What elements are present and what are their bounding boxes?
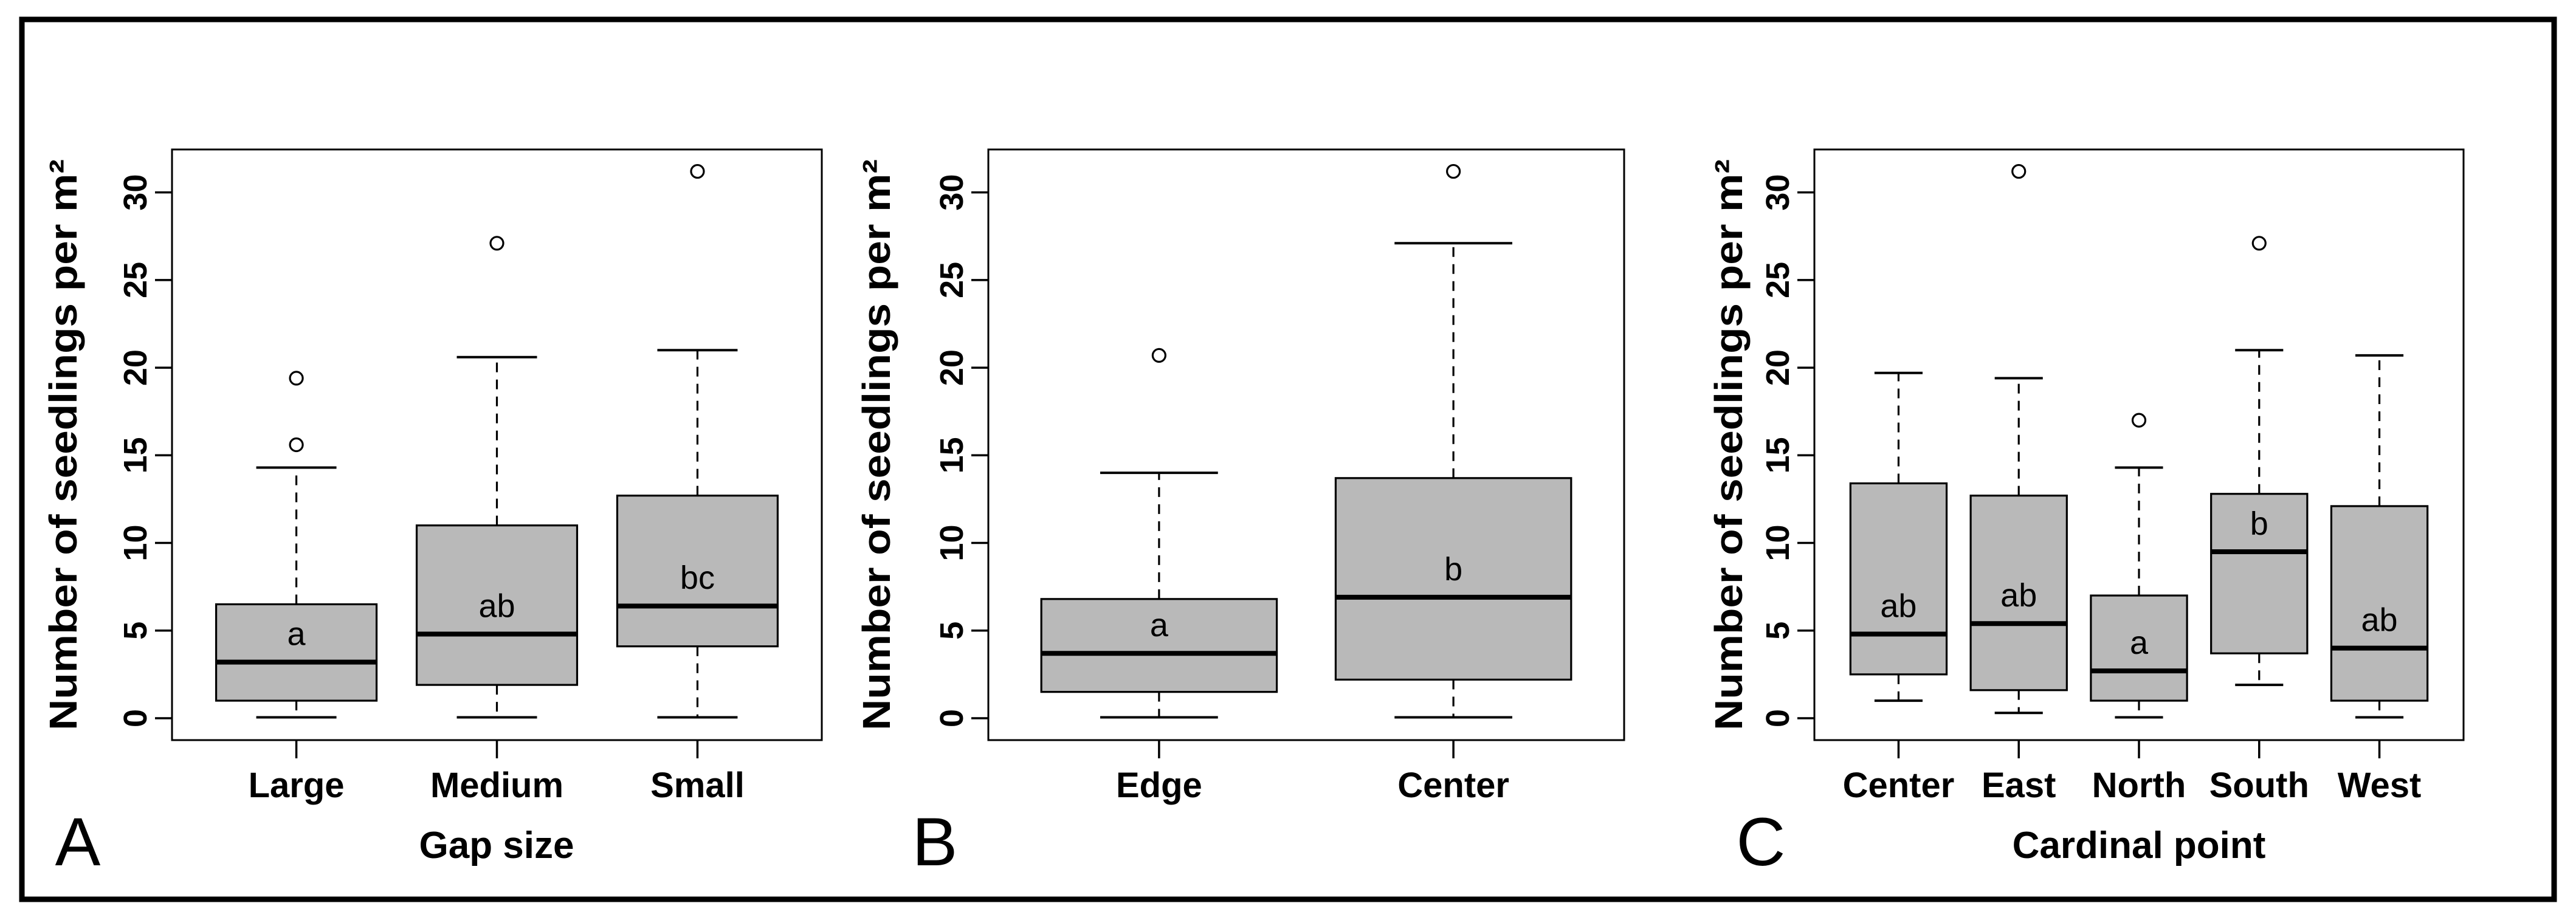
y-tick-label: 25 [117,262,154,298]
x-category-label: South [2209,766,2309,805]
y-tick-label: 20 [117,349,154,386]
panel-a: Number of seedlings per m² Gap size A 0 5… [41,148,823,880]
panel-letter: A [55,804,101,880]
y-tick-label: 10 [934,524,970,561]
iqr-box [2090,594,2188,702]
iqr-box [215,603,378,702]
iqr-box [616,495,779,648]
box-group-west: ab [2330,354,2429,719]
y-tick-label: 5 [117,622,154,640]
y-tick-label: 15 [117,437,154,473]
significance-letter: a [1150,607,1169,643]
figure-frame [19,16,2557,902]
iqr-box [2330,505,2429,702]
significance-letter: ab [1880,588,1917,624]
iqr-box [2210,493,2309,654]
outlier-point [289,371,304,386]
y-tick-label: 25 [934,262,970,298]
y-tick-label: 10 [1760,524,1796,561]
iqr-box [415,524,579,686]
significance-letter: bc [680,560,715,596]
y-tick-label: 25 [1760,262,1796,298]
y-tick-label: 5 [934,622,970,640]
box-group-south: b [2210,236,2309,687]
significance-letter: b [1444,551,1462,588]
panel-c: Number of seedlings per m² Cardinal poin… [1707,148,2465,880]
box-group-small: bc [616,163,779,719]
x-category-label: Center [1397,766,1509,805]
y-axis-title: Number of seedlings per m² [855,159,898,730]
panel-b: Number of seedlings per m² B 0 5 10 15 20 25 3… [855,148,1625,880]
significance-letter: ab [478,588,515,624]
panel-letter: B [912,804,958,880]
box-group-large: a [215,371,378,719]
x-category-label: Edge [1116,766,1202,805]
x-category-label: Large [249,766,345,805]
y-tick-label: 20 [934,349,970,386]
panel-letter: C [1737,804,1786,880]
significance-letter: b [2250,506,2268,542]
outlier-point [1446,163,1461,179]
x-category-label: Small [650,766,745,805]
box-group-center: b [1334,163,1572,719]
plot-area: 0 5 10 15 20 25 30 Edge a Center b [934,148,1625,805]
outlier-point [690,163,705,179]
iqr-box [1849,482,1948,676]
y-tick-label: 30 [117,174,154,211]
box-group-north: a [2090,413,2188,719]
outlier-point [2131,413,2147,428]
x-axis-title: Gap size [419,825,574,866]
box-group-east: ab [1969,163,2068,715]
iqr-box [1040,598,1278,693]
x-axis-title: Cardinal point [2013,825,2266,866]
y-axis-title: Number of seedlings per m² [41,159,85,730]
outlier-point [2011,163,2027,179]
box-group-center: ab [1849,371,1948,702]
y-tick-label: 10 [117,524,154,561]
box-group-medium: ab [415,236,579,719]
y-tick-label: 0 [117,709,154,727]
outlier-point [2251,236,2267,251]
outlier-point [1151,348,1166,363]
significance-letter: a [288,616,306,653]
box-group-edge: a [1040,348,1278,719]
y-tick-label: 15 [934,437,970,473]
y-tick-label: 0 [934,709,970,727]
x-category-label: Center [1843,766,1955,805]
outlier-point [289,437,304,453]
x-category-label: West [2338,766,2422,805]
outlier-point [489,236,505,251]
y-axis-title: Number of seedlings per m² [1707,159,1751,730]
plot-area: 0 5 10 15 20 25 30 Center ab East ab North a South b We… [1760,148,2465,805]
x-category-label: East [1982,766,2056,805]
y-tick-label: 30 [934,174,970,211]
significance-letter: ab [2000,577,2037,614]
y-tick-label: 0 [1760,709,1796,727]
x-category-label: Medium [430,766,563,805]
y-tick-label: 15 [1760,437,1796,473]
x-category-label: North [2092,766,2186,805]
iqr-box [1334,477,1572,681]
plot-border [987,148,1625,741]
y-tick-label: 20 [1760,349,1796,386]
plot-area: 0 5 10 15 20 25 30 Large a Medium ab Small bc [117,148,823,805]
y-tick-label: 5 [1760,622,1796,640]
significance-letter: a [2130,625,2149,661]
y-tick-label: 30 [1760,174,1796,211]
iqr-box [1969,495,2068,691]
significance-letter: ab [2361,602,2398,638]
